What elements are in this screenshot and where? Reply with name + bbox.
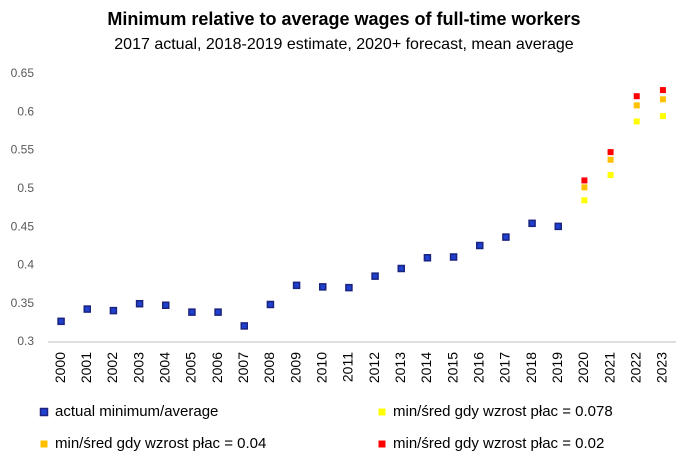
point — [214, 308, 222, 316]
chart-title: Minimum relative to average wages of ful… — [107, 9, 580, 29]
point — [266, 300, 275, 309]
y-tick-label: 0.55 — [11, 143, 35, 157]
x-tick-label: 2014 — [418, 352, 434, 383]
legend-marker — [378, 408, 386, 416]
x-tick-label: 2020 — [575, 352, 591, 383]
point — [476, 241, 484, 250]
point — [633, 93, 640, 100]
x-tick-label: 2004 — [156, 352, 172, 383]
x-tick-label: 2003 — [130, 352, 146, 383]
point — [319, 283, 327, 291]
point — [633, 118, 640, 125]
x-tick-label: 2012 — [366, 352, 382, 383]
legend-label: min/śred gdy wzrost płac = 0.04 — [55, 435, 266, 452]
point — [607, 156, 614, 163]
point — [659, 113, 666, 120]
point — [528, 219, 536, 228]
x-tick-label: 2011 — [340, 352, 356, 382]
point — [371, 272, 379, 280]
y-tick-label: 0.35 — [11, 296, 35, 310]
point — [633, 102, 640, 109]
x-tick-label: 2022 — [627, 352, 643, 383]
point — [607, 172, 614, 179]
point — [659, 87, 666, 94]
x-tick-label: 2002 — [104, 352, 120, 383]
y-tick-label: 0.3 — [17, 334, 34, 348]
y-tick-label: 0.45 — [11, 219, 35, 233]
x-tick-label: 2007 — [235, 352, 251, 383]
x-tick-label: 2016 — [470, 352, 486, 383]
x-tick-label: 2019 — [549, 352, 565, 383]
point — [659, 96, 666, 103]
point — [449, 253, 458, 261]
y-tick-label: 0.6 — [17, 104, 34, 118]
point — [423, 254, 432, 262]
point — [581, 177, 588, 184]
point — [188, 308, 196, 316]
point — [581, 197, 588, 204]
point — [292, 281, 301, 290]
point — [135, 299, 144, 308]
x-tick-label: 2023 — [654, 352, 670, 383]
legend-marker — [40, 440, 48, 448]
x-tick-label: 2009 — [287, 352, 303, 383]
legend-label: min/śred gdy wzrost płac = 0.078 — [393, 403, 613, 420]
point — [109, 306, 118, 315]
x-tick-label: 2013 — [392, 352, 408, 383]
point — [162, 301, 170, 309]
y-tick-label: 0.5 — [17, 181, 34, 195]
x-tick-label: 2000 — [52, 352, 68, 383]
x-tick-label: 2017 — [497, 352, 513, 383]
point — [57, 317, 65, 326]
point — [83, 305, 91, 313]
x-tick-label: 2006 — [209, 352, 225, 383]
x-tick-label: 2015 — [444, 352, 460, 383]
x-tick-label: 2008 — [261, 352, 277, 383]
chart-subtitle: 2017 actual, 2018-2019 estimate, 2020+ f… — [114, 36, 574, 53]
legend-label: min/śred gdy wzrost płac = 0.02 — [393, 435, 604, 452]
x-tick-label: 2018 — [523, 352, 539, 383]
y-tick-label: 0.65 — [11, 66, 35, 80]
point — [240, 322, 248, 330]
point — [397, 264, 405, 273]
legend-marker — [378, 440, 386, 448]
point — [554, 222, 562, 231]
x-tick-label: 2001 — [78, 352, 94, 383]
point — [345, 283, 353, 292]
point — [607, 149, 614, 156]
point — [502, 233, 510, 241]
legend-label: actual minimum/average — [55, 403, 218, 420]
legend-marker — [39, 407, 49, 417]
x-tick-label: 2021 — [601, 352, 617, 383]
point — [581, 184, 588, 191]
y-tick-label: 0.4 — [17, 258, 34, 272]
x-tick-label: 2010 — [313, 352, 329, 383]
x-tick-label: 2005 — [183, 352, 199, 383]
